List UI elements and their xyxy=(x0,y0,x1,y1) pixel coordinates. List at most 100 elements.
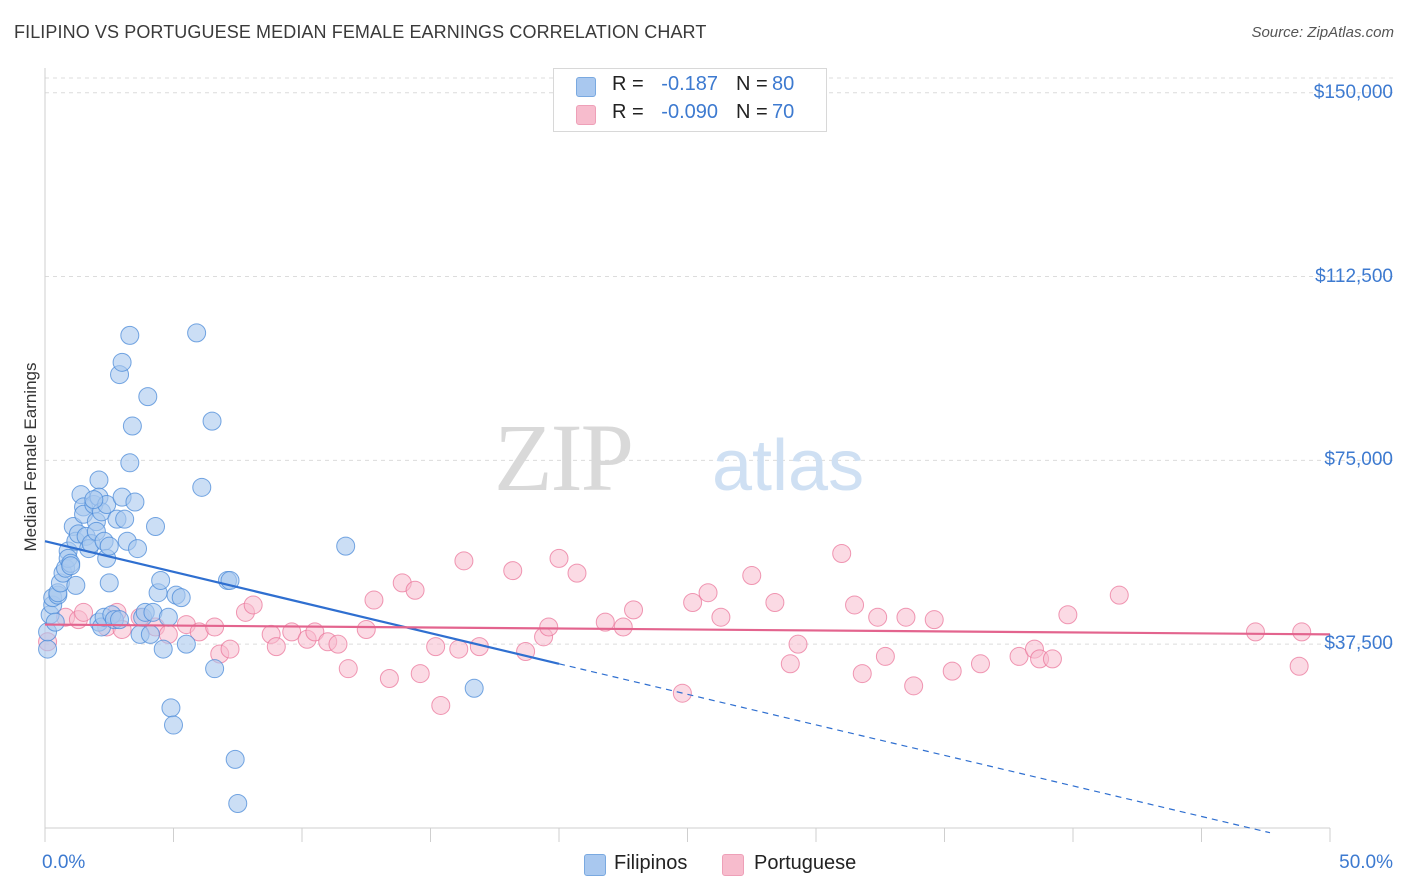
legend-n-label: N = xyxy=(736,101,768,123)
portuguese-point xyxy=(868,607,888,627)
x-tick-max: 50.0% xyxy=(1339,852,1393,873)
legend-r-label: R = xyxy=(612,101,644,123)
filipino-point xyxy=(61,556,81,576)
portuguese-point xyxy=(1042,649,1062,669)
legend-n-label: N = xyxy=(736,73,768,95)
filipino-point xyxy=(187,323,207,343)
portuguese-swatch-icon xyxy=(722,854,744,876)
portuguese-point xyxy=(503,561,523,581)
portuguese-point xyxy=(338,659,358,679)
filipino-point xyxy=(84,490,104,510)
portuguese-point xyxy=(549,548,569,568)
source-label: Source: ZipAtlas.com xyxy=(1251,24,1394,41)
legend-n-value: 80 xyxy=(772,73,795,95)
filipino-point xyxy=(336,536,356,556)
portuguese-point xyxy=(845,595,865,615)
filipino-point xyxy=(120,325,140,345)
portuguese-trend-line xyxy=(44,623,1331,636)
portuguese-point xyxy=(765,593,785,613)
filipino-point xyxy=(164,715,183,735)
portuguese-point xyxy=(832,543,852,563)
portuguese-point xyxy=(454,551,474,571)
filipino-point xyxy=(138,387,158,407)
portuguese-point xyxy=(942,661,962,681)
filipino-point xyxy=(153,639,173,659)
portuguese-point xyxy=(683,593,703,613)
y-tick-label: $75,000 xyxy=(1324,449,1393,471)
portuguese-point xyxy=(780,654,800,674)
filipino-point xyxy=(99,573,119,593)
portuguese-point xyxy=(74,602,94,622)
filipino-point xyxy=(120,453,140,473)
filipinos-trend-line xyxy=(44,540,560,665)
legend-row-portuguese: R = -0.090 N = 70 xyxy=(554,100,826,128)
y-tick-label: $150,000 xyxy=(1313,81,1393,103)
portuguese-point xyxy=(431,695,451,715)
portuguese-point xyxy=(1009,646,1029,666)
filipinos-swatch-icon xyxy=(576,77,596,97)
portuguese-point xyxy=(426,637,446,657)
legend-r-value: -0.090 xyxy=(661,101,718,123)
filipinos-swatch-icon xyxy=(584,854,606,876)
filipino-point xyxy=(161,698,181,718)
portuguese-point xyxy=(624,600,644,620)
series-legend: Filipinos Portuguese xyxy=(0,852,1406,878)
filipino-point xyxy=(228,793,248,813)
trend-lines xyxy=(44,540,1331,834)
portuguese-point xyxy=(449,639,469,659)
filipino-point xyxy=(128,539,148,559)
portuguese-swatch-icon xyxy=(576,105,596,125)
portuguese-point xyxy=(595,612,615,632)
filipino-point xyxy=(112,352,132,372)
portuguese-point xyxy=(266,637,286,657)
portuguese-point xyxy=(896,607,916,627)
x-tick-min: 0.0% xyxy=(42,852,86,873)
filipino-point xyxy=(115,509,135,529)
legend-r-value: -0.187 xyxy=(661,73,718,95)
legend-n-value: 70 xyxy=(772,101,795,123)
portuguese-point xyxy=(711,607,731,627)
filipino-point xyxy=(464,678,484,698)
filipino-point xyxy=(146,517,166,537)
portuguese-points xyxy=(38,543,1312,715)
watermark-atlas: atlas xyxy=(712,426,864,506)
portuguese-point xyxy=(1289,656,1309,676)
portuguese-point xyxy=(205,617,225,637)
filipino-point xyxy=(205,659,225,679)
filipino-point xyxy=(225,749,245,769)
portuguese-point xyxy=(904,676,924,696)
legend-row-filipinos: R = -0.187 N = 80 xyxy=(554,72,826,100)
portuguese-point xyxy=(924,610,944,630)
portuguese-point xyxy=(243,595,263,615)
gridlines xyxy=(45,77,1395,645)
portuguese-point xyxy=(698,583,718,603)
filipino-point xyxy=(122,416,142,436)
watermark-zip: ZIP xyxy=(494,404,632,511)
portuguese-point xyxy=(1245,622,1265,642)
filipino-point xyxy=(99,536,119,556)
portuguese-point xyxy=(410,664,430,684)
filipinos-trend-extension xyxy=(558,663,1271,834)
portuguese-point xyxy=(539,617,559,637)
filipino-points xyxy=(38,323,484,813)
portuguese-point xyxy=(613,617,633,637)
portuguese-point xyxy=(970,654,990,674)
portuguese-point xyxy=(788,634,808,654)
portuguese-point xyxy=(379,668,399,688)
y-tick-label: $37,500 xyxy=(1324,633,1393,655)
filipino-point xyxy=(158,607,178,627)
portuguese-point xyxy=(852,664,872,684)
portuguese-point xyxy=(220,639,240,659)
portuguese-point xyxy=(405,580,425,600)
y-tick-label: $112,500 xyxy=(1315,265,1393,287)
watermark: ZIP atlas xyxy=(494,404,864,511)
portuguese-point xyxy=(328,634,348,654)
portuguese-point xyxy=(364,590,384,610)
legend-label-portuguese: Portuguese xyxy=(754,852,857,874)
portuguese-point xyxy=(567,563,587,583)
axes xyxy=(44,68,1331,842)
filipino-point xyxy=(140,624,160,644)
portuguese-point xyxy=(1292,622,1312,642)
legend-r-label: R = xyxy=(612,73,644,95)
